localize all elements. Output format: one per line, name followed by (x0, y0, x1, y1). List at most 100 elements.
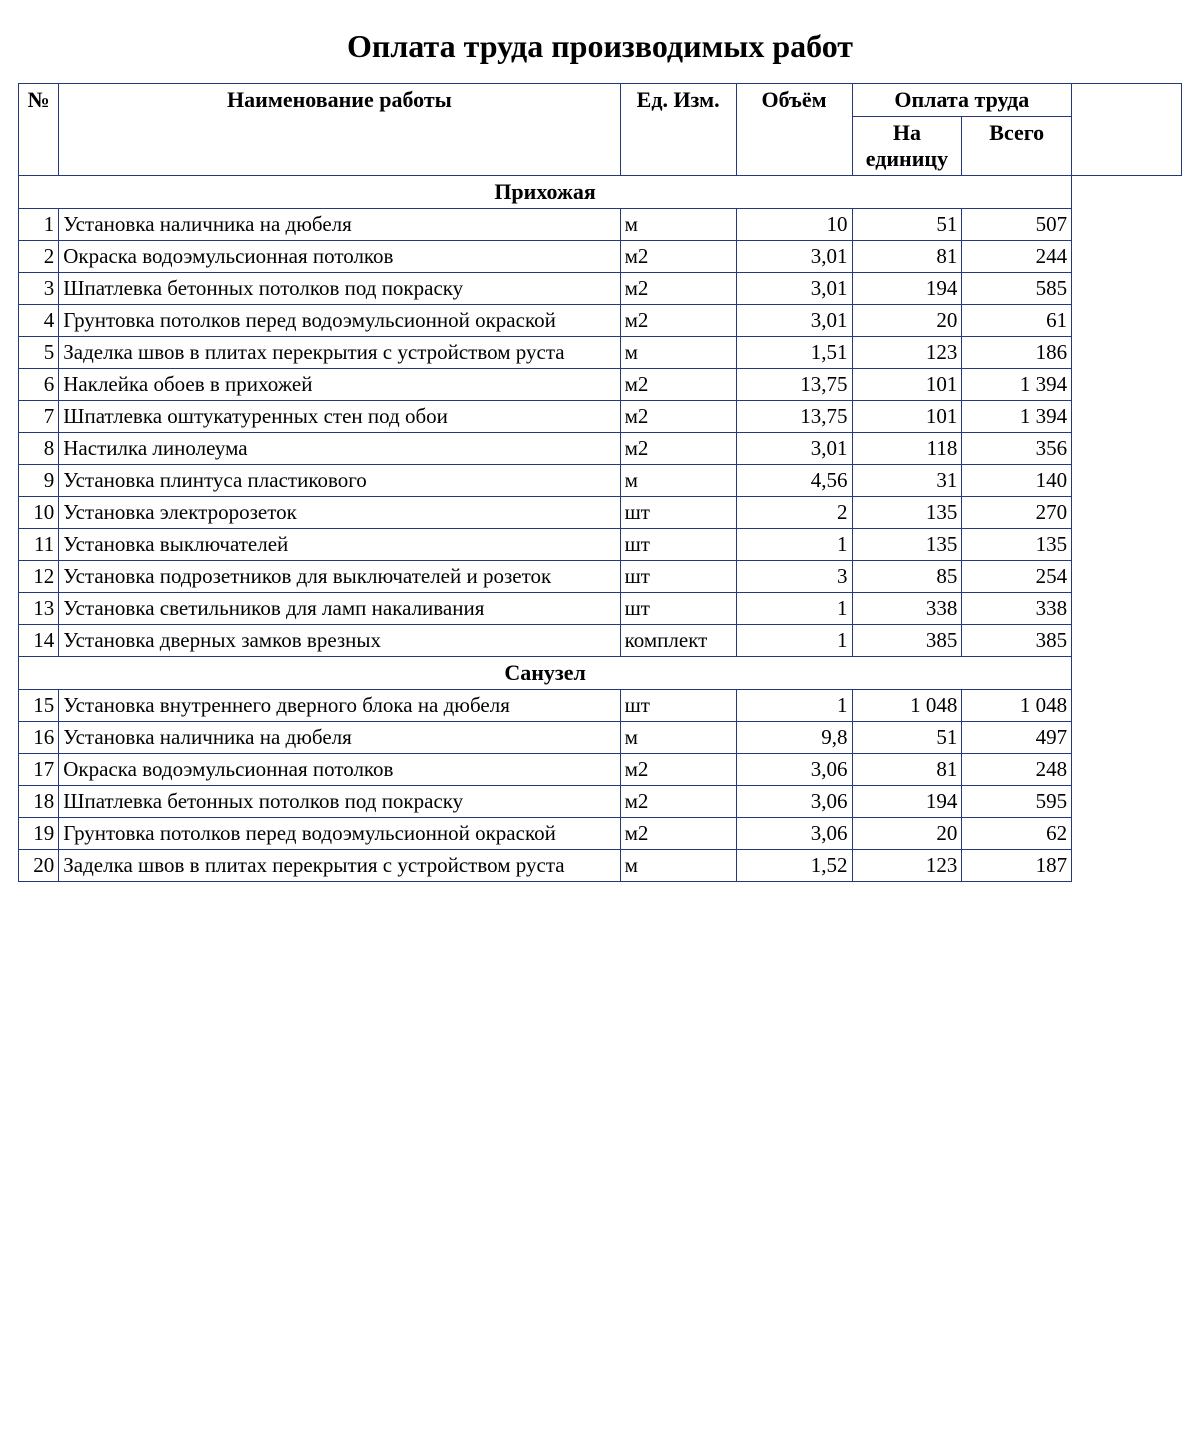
col-header-volume: Объём (736, 84, 852, 176)
cell-unit: м2 (620, 754, 736, 786)
cell-total: 62 (962, 818, 1072, 850)
cell-per-unit: 51 (852, 722, 962, 754)
cell-unit: м2 (620, 786, 736, 818)
cell-name: Установка подрозетников для выключателей… (59, 561, 620, 593)
cell-num: 10 (19, 497, 59, 529)
cell-per-unit: 85 (852, 561, 962, 593)
cell-unit: м2 (620, 273, 736, 305)
cell-volume: 10 (736, 209, 852, 241)
cell-per-unit: 135 (852, 529, 962, 561)
cell-num: 14 (19, 625, 59, 657)
cell-per-unit: 1 048 (852, 690, 962, 722)
cell-unit: шт (620, 690, 736, 722)
table-row: 14Установка дверных замков врезныхкомпле… (19, 625, 1182, 657)
cell-unit: м2 (620, 433, 736, 465)
cell-per-unit: 194 (852, 273, 962, 305)
table-row: 20Заделка швов в плитах перекрытия с уст… (19, 850, 1182, 882)
cell-unit: шт (620, 561, 736, 593)
cell-total: 248 (962, 754, 1072, 786)
cell-volume: 3,06 (736, 754, 852, 786)
table-row: 12Установка подрозетников для выключател… (19, 561, 1182, 593)
cell-num: 1 (19, 209, 59, 241)
cell-volume: 3,01 (736, 273, 852, 305)
col-header-total: Всего (962, 117, 1072, 176)
cell-per-unit: 123 (852, 850, 962, 882)
blank-cell (1072, 369, 1182, 401)
section-header: Санузел (19, 657, 1182, 690)
table-row: 3Шпатлевка бетонных потолков под покраск… (19, 273, 1182, 305)
page-title: Оплата труда производимых работ (18, 28, 1182, 65)
cell-total: 497 (962, 722, 1072, 754)
cell-per-unit: 20 (852, 305, 962, 337)
table-row: 1Установка наличника на дюбелям1051507 (19, 209, 1182, 241)
cell-total: 135 (962, 529, 1072, 561)
blank-cell (1072, 754, 1182, 786)
labor-cost-table: № Наименование работы Ед. Изм. Объём Опл… (18, 83, 1182, 882)
cell-total: 338 (962, 593, 1072, 625)
cell-unit: м2 (620, 369, 736, 401)
cell-volume: 3,01 (736, 305, 852, 337)
cell-volume: 1 (736, 625, 852, 657)
cell-per-unit: 101 (852, 369, 962, 401)
cell-per-unit: 31 (852, 465, 962, 497)
section-title: Прихожая (19, 176, 1072, 209)
blank-cell (1072, 529, 1182, 561)
cell-name: Грунтовка потолков перед водоэмульсионно… (59, 818, 620, 850)
cell-name: Установка внутреннего дверного блока на … (59, 690, 620, 722)
cell-volume: 1 (736, 690, 852, 722)
col-header-blank (1072, 84, 1182, 176)
cell-unit: м2 (620, 818, 736, 850)
cell-name: Шпатлевка оштукатуренных стен под обои (59, 401, 620, 433)
cell-volume: 3,01 (736, 241, 852, 273)
cell-name: Заделка швов в плитах перекрытия с устро… (59, 337, 620, 369)
cell-volume: 1,51 (736, 337, 852, 369)
table-row: 18Шпатлевка бетонных потолков под покрас… (19, 786, 1182, 818)
cell-per-unit: 123 (852, 337, 962, 369)
cell-unit: м (620, 337, 736, 369)
cell-num: 7 (19, 401, 59, 433)
cell-volume: 1 (736, 529, 852, 561)
cell-total: 356 (962, 433, 1072, 465)
blank-cell (1072, 241, 1182, 273)
cell-total: 1 394 (962, 401, 1072, 433)
cell-unit: м (620, 209, 736, 241)
blank-cell (1072, 625, 1182, 657)
cell-name: Установка дверных замков врезных (59, 625, 620, 657)
cell-per-unit: 20 (852, 818, 962, 850)
cell-name: Грунтовка потолков перед водоэмульсионно… (59, 305, 620, 337)
cell-unit: шт (620, 497, 736, 529)
blank-cell (1072, 176, 1182, 209)
cell-name: Настилка линолеума (59, 433, 620, 465)
cell-volume: 13,75 (736, 401, 852, 433)
cell-name: Установка светильников для ламп накалива… (59, 593, 620, 625)
cell-total: 585 (962, 273, 1072, 305)
cell-num: 16 (19, 722, 59, 754)
cell-volume: 13,75 (736, 369, 852, 401)
cell-unit: комплект (620, 625, 736, 657)
blank-cell (1072, 433, 1182, 465)
blank-cell (1072, 722, 1182, 754)
cell-name: Установка выключателей (59, 529, 620, 561)
section-title: Санузел (19, 657, 1072, 690)
cell-total: 507 (962, 209, 1072, 241)
blank-cell (1072, 561, 1182, 593)
cell-total: 1 048 (962, 690, 1072, 722)
cell-num: 4 (19, 305, 59, 337)
cell-num: 17 (19, 754, 59, 786)
cell-volume: 9,8 (736, 722, 852, 754)
cell-per-unit: 81 (852, 754, 962, 786)
blank-cell (1072, 593, 1182, 625)
cell-name: Шпатлевка бетонных потолков под покраску (59, 786, 620, 818)
cell-name: Шпатлевка бетонных потолков под покраску (59, 273, 620, 305)
cell-total: 140 (962, 465, 1072, 497)
table-row: 15Установка внутреннего дверного блока н… (19, 690, 1182, 722)
table-row: 2Окраска водоэмульсионная потолковм23,01… (19, 241, 1182, 273)
blank-cell (1072, 273, 1182, 305)
table-body: Прихожая1Установка наличника на дюбелям1… (19, 176, 1182, 882)
cell-per-unit: 81 (852, 241, 962, 273)
blank-cell (1072, 305, 1182, 337)
cell-name: Установка наличника на дюбеля (59, 209, 620, 241)
table-row: 7Шпатлевка оштукатуренных стен под обоим… (19, 401, 1182, 433)
cell-volume: 3 (736, 561, 852, 593)
blank-cell (1072, 401, 1182, 433)
